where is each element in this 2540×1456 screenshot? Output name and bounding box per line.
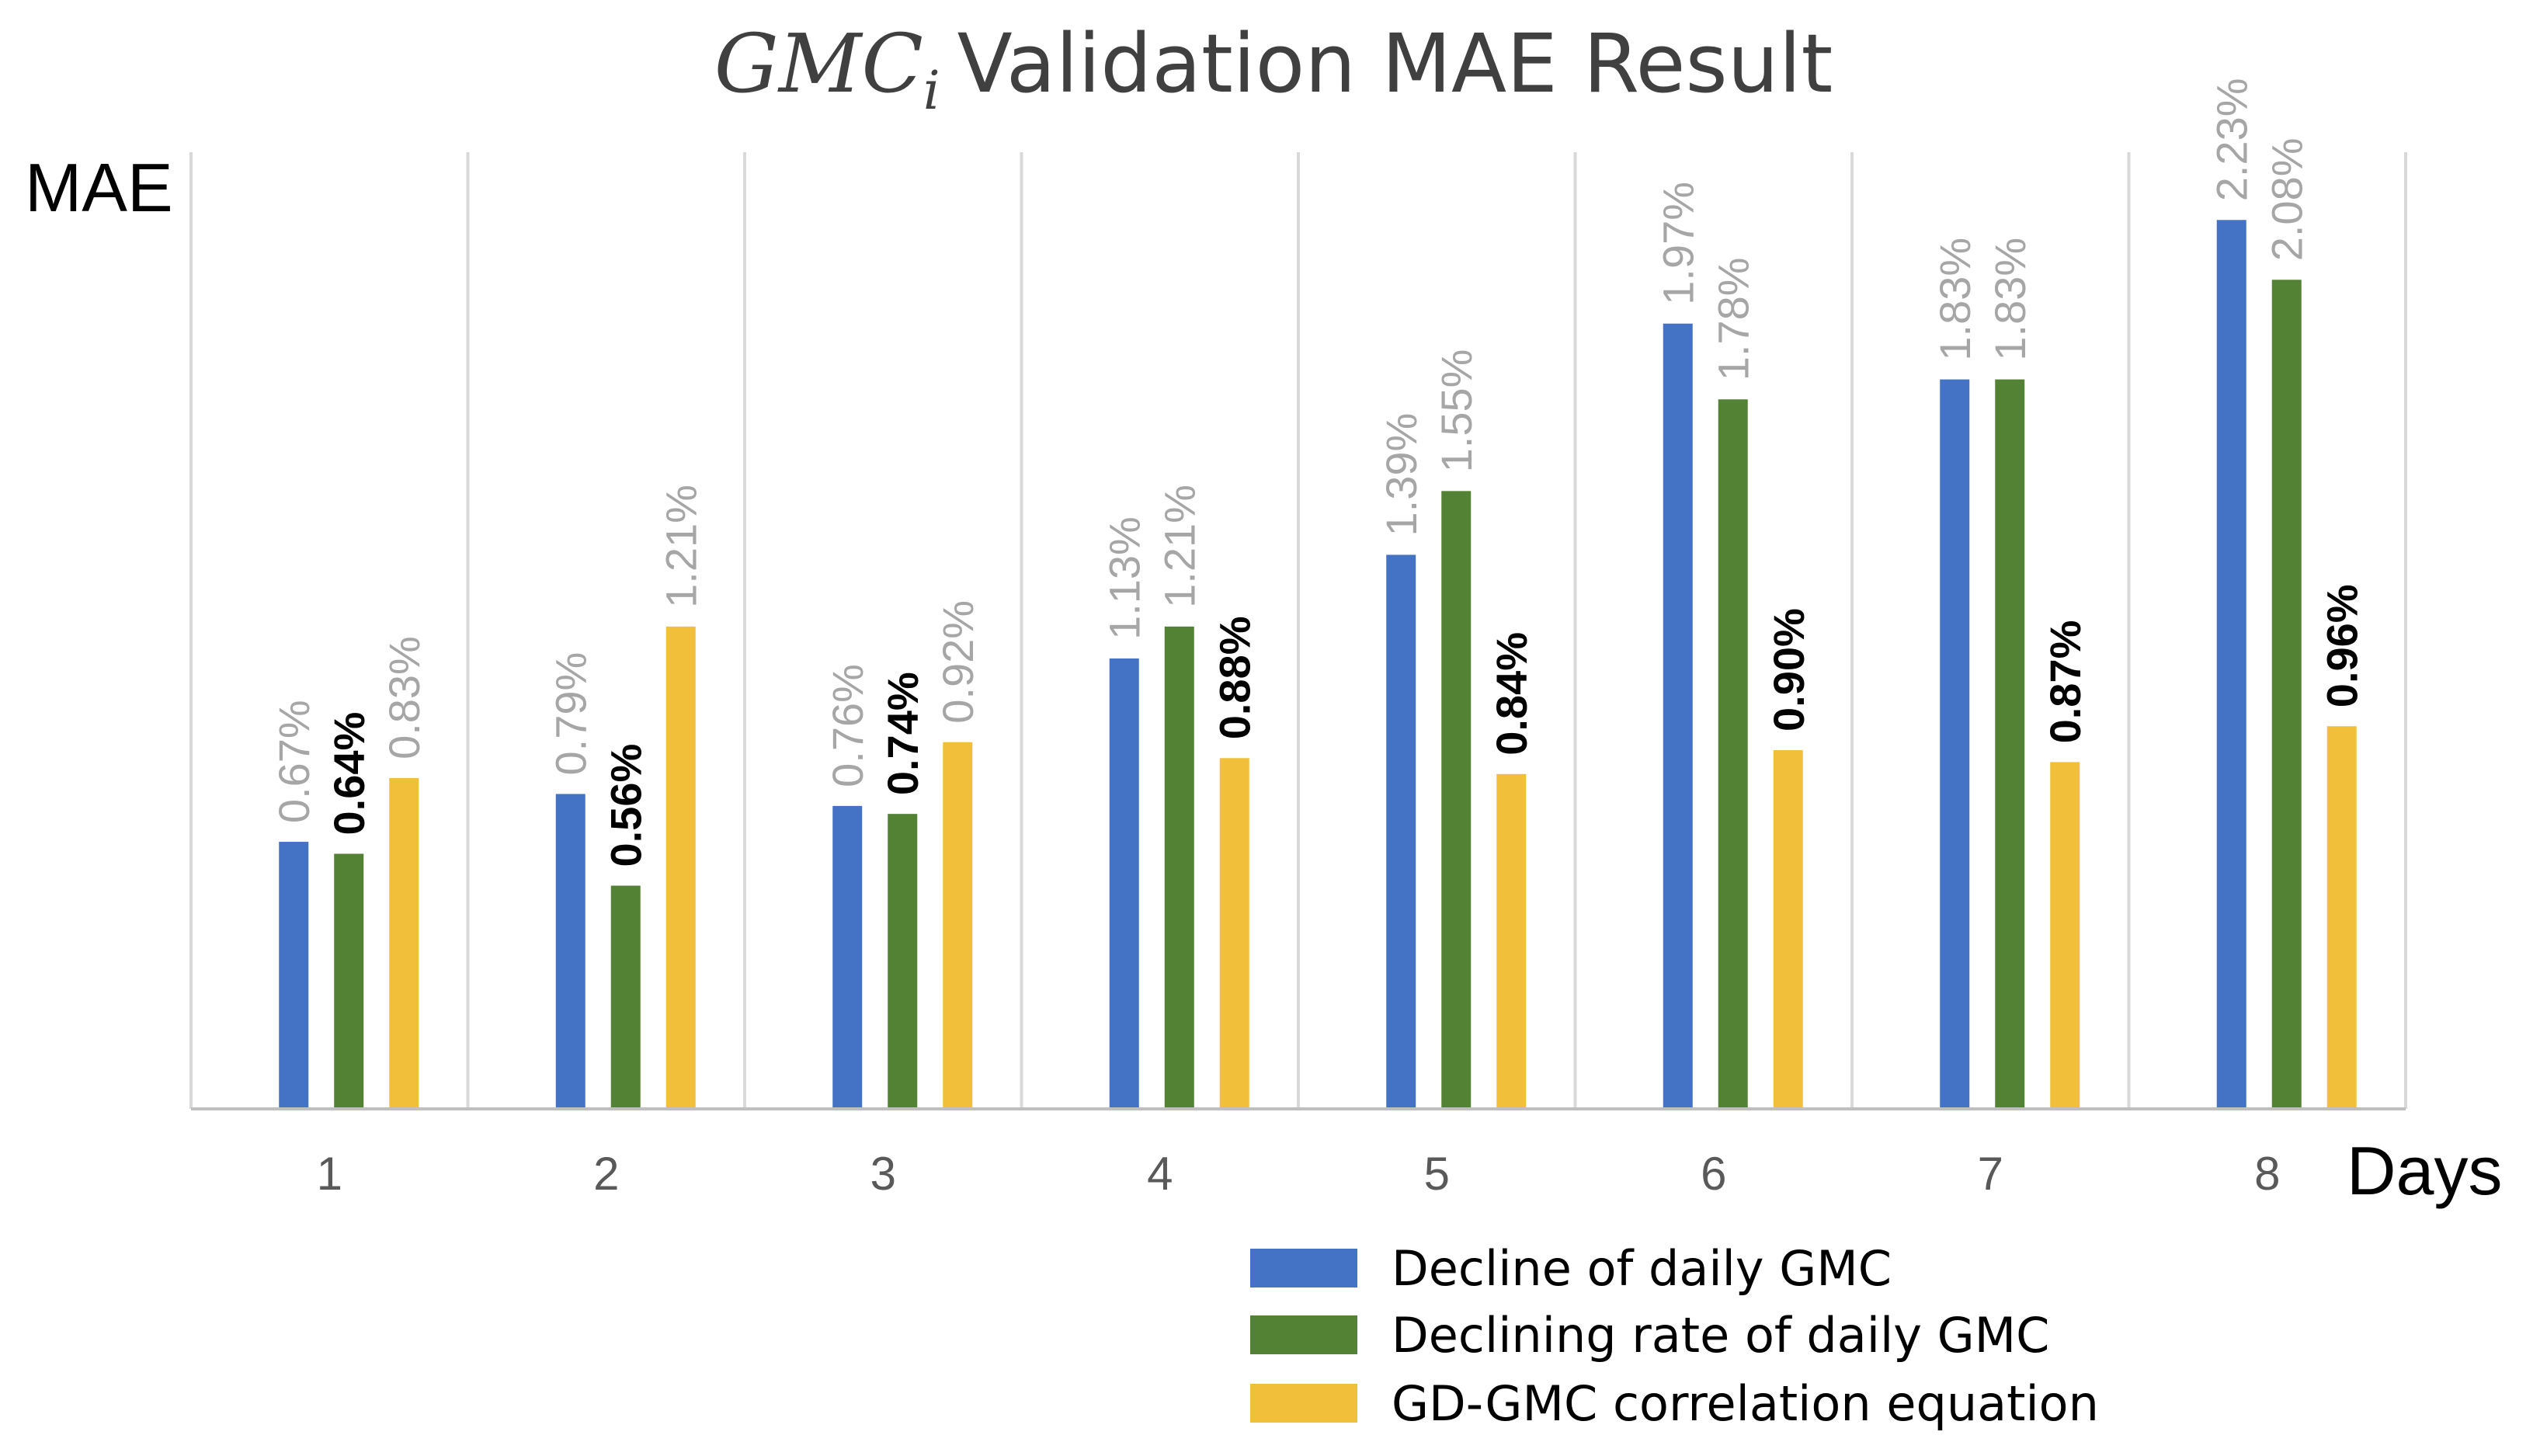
bar-series-2 — [1441, 491, 1472, 1109]
data-label-series-2: 1.55% — [1432, 349, 1481, 473]
data-label-series-2: 1.21% — [1155, 485, 1204, 608]
bars — [279, 220, 2357, 1110]
data-label-series-2: 0.64% — [325, 712, 374, 836]
bar-series-2 — [334, 853, 364, 1109]
bar-series-1 — [1386, 554, 1416, 1109]
data-label-series-1: 0.67% — [269, 700, 318, 823]
x-tick-label: 4 — [1147, 1148, 1173, 1200]
data-label-series-3: 0.88% — [1211, 616, 1260, 739]
bar-series-2 — [888, 814, 918, 1109]
data-label-series-2: 0.56% — [602, 744, 651, 867]
data-label-series-1: 0.79% — [547, 652, 596, 776]
legend-label-series-1: Decline of daily GMC — [1392, 1240, 1892, 1297]
data-label-series-3: 0.83% — [380, 636, 429, 759]
bar-series-1 — [2216, 220, 2246, 1110]
x-tick-labels: 1 2 3 4 5 6 7 8 — [317, 1148, 2281, 1200]
x-tick-label: 7 — [1978, 1148, 2003, 1200]
x-tick-label: 5 — [1424, 1148, 1450, 1200]
y-axis-label: MAE — [25, 149, 173, 226]
bar-series-1 — [279, 842, 309, 1109]
bar-series-3 — [2326, 726, 2357, 1109]
x-tick-label: 3 — [870, 1148, 896, 1200]
gridlines — [189, 152, 2407, 1109]
data-label-series-3: 0.87% — [2041, 620, 2090, 744]
chart-title: GMCi Validation MAE Result — [714, 16, 1833, 122]
data-label-series-3: 1.21% — [657, 485, 706, 608]
x-tick-label: 6 — [1701, 1148, 1726, 1200]
legend-swatch-series-2 — [1250, 1315, 1357, 1354]
legend-swatch-series-3 — [1250, 1384, 1357, 1423]
data-label-series-1: 2.23% — [2208, 78, 2257, 201]
bar-series-2 — [1164, 626, 1194, 1109]
bar-series-2 — [1995, 379, 2025, 1110]
bar-series-3 — [943, 742, 973, 1109]
bar-series-1 — [555, 794, 585, 1109]
bar-series-2 — [1718, 399, 1748, 1109]
data-label-series-2: 1.83% — [1986, 238, 2034, 361]
data-label-series-1: 1.13% — [1100, 516, 1149, 640]
x-tick-label: 8 — [2254, 1148, 2280, 1200]
data-label-series-1: 1.83% — [1930, 238, 1979, 361]
chart-title-math-sub: i — [923, 61, 940, 122]
data-label-series-3: 0.92% — [933, 600, 982, 724]
x-tick-label: 2 — [593, 1148, 619, 1200]
data-label-series-1: 0.76% — [823, 664, 872, 787]
data-label-series-3: 0.84% — [1487, 632, 1536, 756]
data-label-series-3: 0.96% — [2318, 584, 2367, 707]
bar-series-1 — [1663, 323, 1693, 1109]
bar-series-3 — [665, 626, 696, 1109]
bar-series-3 — [389, 777, 419, 1109]
x-axis-label: Days — [2347, 1132, 2503, 1209]
bar-series-3 — [1219, 758, 1249, 1109]
bar-series-1 — [1109, 658, 1139, 1109]
legend-label-series-2: Declining rate of daily GMC — [1392, 1307, 2049, 1364]
bar-series-1 — [1940, 379, 1970, 1110]
legend-swatch-series-1 — [1250, 1249, 1357, 1287]
bar-series-1 — [832, 805, 863, 1109]
data-label-series-2: 1.78% — [1709, 257, 1758, 381]
legend-label-series-3: GD-GMC correlation equation — [1392, 1375, 2099, 1432]
bar-series-3 — [1773, 750, 1803, 1109]
chart-title-text: Validation MAE Result — [957, 16, 1833, 111]
data-label-series-2: 0.74% — [878, 672, 927, 795]
data-label-series-3: 0.90% — [1764, 608, 1813, 731]
chart-title-math: GMC — [714, 16, 923, 111]
legend: Decline of daily GMC Declining rate of d… — [1250, 1240, 2099, 1432]
data-label-series-2: 2.08% — [2263, 137, 2312, 261]
x-tick-label: 1 — [317, 1148, 342, 1200]
bar-series-2 — [2271, 280, 2302, 1110]
bar-series-3 — [2050, 762, 2080, 1109]
data-labels: 0.67% 0.79% 0.76% 1.13% 1.39% 1.97% 1.83% 2.23%… — [269, 78, 2367, 867]
data-label-series-1: 1.97% — [1654, 182, 1703, 305]
bar-series-3 — [1496, 773, 1527, 1109]
bar-series-2 — [610, 885, 641, 1109]
data-label-series-1: 1.39% — [1377, 413, 1426, 537]
